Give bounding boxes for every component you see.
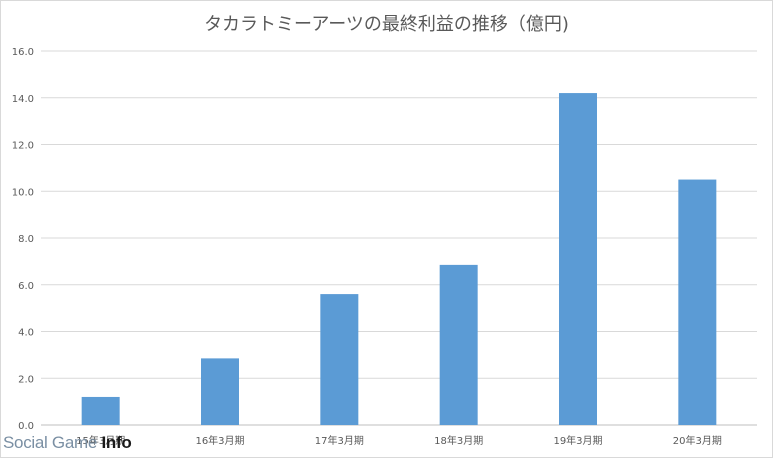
y-tick-label: 10.0	[12, 187, 34, 198]
y-tick-label: 6.0	[18, 281, 34, 292]
y-tick-label: 14.0	[12, 94, 34, 105]
watermark-suffix: Info	[101, 433, 132, 452]
bar	[81, 396, 120, 425]
x-tick-label: 18年3月期	[434, 434, 483, 447]
x-tick-label: 19年3月期	[553, 434, 602, 447]
bar	[559, 93, 597, 425]
y-tick-label: 16.0	[12, 47, 34, 58]
x-tick-label: 15年3月期	[76, 434, 125, 447]
chart-title: タカラトミーアーツの最終利益の推移（億円)	[204, 14, 569, 35]
x-tick-label: 17年3月期	[315, 434, 364, 447]
bar	[439, 264, 478, 425]
watermark-prefix: Social Game	[3, 433, 102, 452]
y-tick-label: 4.0	[18, 328, 34, 339]
watermark-logo: Social Game Info	[3, 433, 132, 453]
x-tick-label: 20年3月期	[673, 434, 722, 447]
y-tick-label: 0.0	[18, 421, 34, 432]
y-tick-label: 2.0	[18, 374, 34, 385]
bar	[320, 294, 359, 425]
y-tick-label: 12.0	[12, 141, 34, 152]
bar	[201, 358, 239, 425]
bar	[678, 179, 717, 425]
x-tick-label: 16年3月期	[195, 434, 244, 447]
y-tick-label: 8.0	[18, 234, 34, 245]
